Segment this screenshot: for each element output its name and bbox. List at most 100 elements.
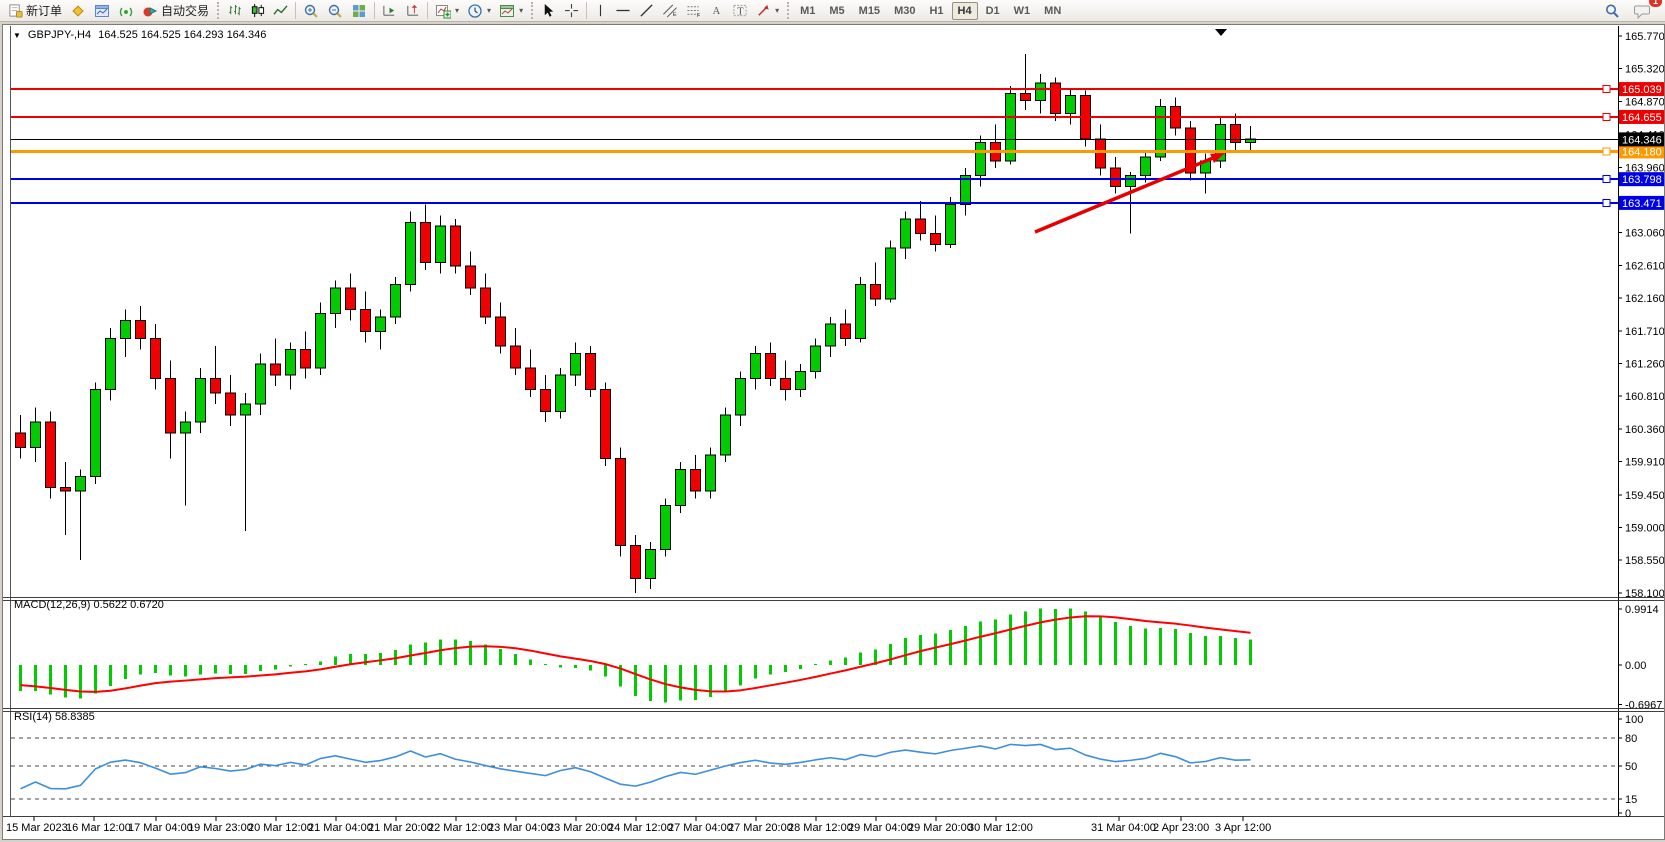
candle-bear [1050,82,1061,115]
svg-text:3 Apr 12:00: 3 Apr 12:00 [1215,822,1271,834]
fibonacci-tool-button[interactable]: F [682,1,706,21]
candle-bear [270,363,281,376]
timeframe-h4-button[interactable]: H4 [951,1,978,20]
candle-bull [75,476,86,492]
svg-text:29 Mar 20:00: 29 Mar 20:00 [908,822,973,834]
auto-scroll-icon [383,5,395,16]
text-icon: A [713,6,721,17]
equidistant-channel-tool-button[interactable]: E [658,1,682,21]
search-button[interactable] [1600,1,1624,21]
auto-trading-button[interactable]: 自动交易 [138,1,213,21]
candle-bull [960,174,971,205]
timeframe-h1-button[interactable]: H1 [929,4,944,17]
crosshair-icon [565,3,579,18]
svg-text:158.100: 158.100 [1625,588,1664,600]
chart-shift-button[interactable] [401,1,424,21]
gold-ingot-icon [72,4,84,17]
chart-shift-marker[interactable] [1215,29,1227,36]
chart-menu-arrow-icon[interactable]: ▼ [13,30,21,40]
candle-bear [420,222,431,264]
toolbar-drag-handle[interactable] [217,2,220,19]
candle-bear [540,389,551,412]
zoom-out-icon [328,4,342,18]
tile-windows-button[interactable] [347,1,371,21]
toolbar-right-group: 1 [1600,0,1662,21]
cursor-icon [544,3,554,17]
candle-bear [525,367,536,391]
horizontal-line-icon [616,9,630,12]
indicators-icon [436,4,452,18]
svg-text:165.320: 165.320 [1625,64,1664,76]
text-tool-button[interactable]: A [706,1,728,21]
chat-button[interactable]: 1 [1630,0,1662,21]
candle-bull [570,352,581,376]
candle-bull [405,222,416,285]
candlestick-mode-button[interactable] [246,1,269,21]
text-label-tool-button[interactable]: T [728,1,752,21]
trend-arrow-shaft[interactable] [1034,156,1213,234]
candle-bull [1215,124,1226,162]
candle-bull [285,349,296,376]
chart-window[interactable]: 165.770165.320164.870164.410163.960163.5… [2,24,1665,840]
zoom-out-button[interactable] [323,1,347,21]
candle-bear [345,287,356,311]
horizontal-line-tool-button[interactable] [611,1,635,21]
charts-window-icon [95,4,110,17]
new-order-button[interactable]: 新订单 [4,1,66,21]
timeframe-m30-button[interactable]: M30 [894,4,916,17]
toolbar-drag-handle-2[interactable] [531,2,534,19]
line-chart-mode-button[interactable] [269,1,292,21]
candle-bear [60,487,71,492]
timeframe-w1-button[interactable]: W1 [1013,4,1031,17]
timeframe-m5-button[interactable]: M5 [829,4,845,17]
cursor-tool-button[interactable] [537,1,560,21]
candle-bull [240,403,251,416]
candle-bear [210,378,221,394]
timeframe-mn-button[interactable]: MN [1044,4,1062,17]
vertical-line-tool-button[interactable] [590,1,611,21]
candle-bear [870,283,881,300]
crosshair-tool-button[interactable] [560,1,583,21]
svg-text:15: 15 [1625,794,1637,806]
auto-scroll-button[interactable] [378,1,401,21]
timeframe-d1-button[interactable]: D1 [985,4,1000,17]
svg-text:17 Mar 04:00: 17 Mar 04:00 [128,822,193,834]
toolbar-drag-handle-3[interactable] [787,2,790,19]
candle-bull [1035,82,1046,102]
price-badge [1619,144,1664,159]
svg-text:28 Mar 12:00: 28 Mar 12:00 [788,822,853,834]
svg-text:0.00: 0.00 [1625,660,1646,672]
svg-text:31 Mar 04:00: 31 Mar 04:00 [1091,822,1156,834]
svg-text:163.060: 163.060 [1625,228,1664,240]
new-order-label: 新订单 [26,4,63,18]
bar-chart-mode-button[interactable] [223,1,246,21]
arrows-caret: ▾ [775,6,780,15]
candle-bear [840,323,851,340]
candle-bull [945,203,956,245]
periods-button[interactable]: ▾ [463,1,495,21]
gold-button[interactable] [66,1,90,21]
zoom-in-button[interactable] [299,1,323,21]
svg-text:100: 100 [1625,714,1643,726]
vertical-line-icon [600,4,602,17]
trendline-tool-button[interactable] [635,1,658,21]
timeframe-m1-button[interactable]: M1 [800,4,816,17]
candle-bull [855,283,866,340]
chart-canvas[interactable]: 165.770165.320164.870164.410163.960163.5… [3,25,1664,837]
zoom-in-icon [304,4,318,18]
price-badge [1619,82,1664,97]
templates-button[interactable]: ▾ [495,1,527,21]
candle-bear [600,389,611,460]
line-anchor-marker [1602,147,1611,156]
arrows-tool-button[interactable]: ▾ [752,1,783,21]
fibonacci-icon: F [687,6,701,18]
signal-button[interactable] [114,1,138,21]
candle-bull [720,414,731,456]
indicators-button[interactable]: ▾ [431,1,463,21]
candle-bull [705,454,716,492]
candlestick-icon [251,3,265,18]
candle-bear [915,218,926,234]
timeframe-m15-button[interactable]: M15 [858,4,881,17]
charts-window-button[interactable] [90,1,114,21]
macd-indicator-label: MACD(12,26,9) 0.5622 0.6720 [14,599,164,611]
